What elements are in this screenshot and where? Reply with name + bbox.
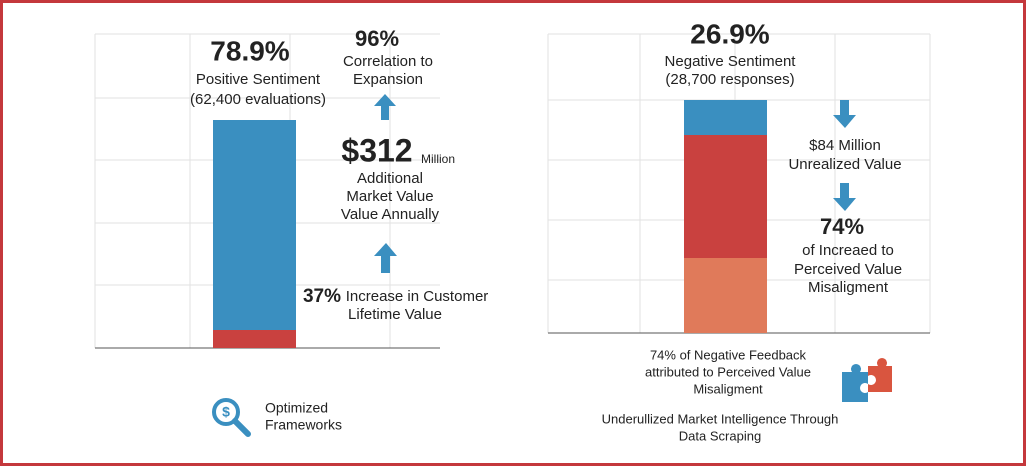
note-text: Misaligment (693, 381, 763, 396)
stat: 74% (820, 214, 864, 239)
stat-text: Additional (357, 170, 423, 187)
svg-text:$: $ (222, 404, 230, 420)
headline: 26.9% (690, 18, 769, 49)
arrow-up (374, 243, 397, 273)
caption: (62,400 evaluations) (190, 91, 326, 108)
note-text: 74% of Negative Feedback (650, 347, 807, 362)
footer-text: Optimized (265, 400, 328, 416)
stat: 37% (303, 286, 341, 307)
footer-text: Data Scraping (679, 428, 761, 443)
stat-text: Expansion (353, 71, 423, 88)
caption: (28,700 responses) (665, 71, 794, 88)
arrow-up (374, 94, 396, 120)
stat-text: Misaligment (808, 279, 889, 296)
stat-unit: Million (421, 152, 455, 166)
search-dollar-icon: $ (212, 398, 251, 437)
arrow-down (833, 100, 856, 128)
stat-text: Lifetime Value (348, 306, 442, 323)
caption: Negative Sentiment (665, 53, 797, 70)
headline: 78.9% (210, 35, 289, 66)
left-bar-blue (213, 120, 296, 330)
stat-text: of Increaed to (802, 242, 894, 259)
right-bar-red (684, 135, 767, 258)
note-text: attributed to Perceived Value (645, 364, 811, 379)
stat-text: Increase in Customer (346, 288, 489, 305)
stat-text: $84 Million (809, 137, 881, 154)
footer-text: Underullized Market Intelligence Through (602, 411, 839, 426)
stat: $312 (341, 132, 412, 168)
puzzle-icon (842, 357, 892, 402)
right-bar-orange (684, 258, 767, 333)
right-bar-blue (684, 100, 767, 135)
left-bar-red (213, 330, 296, 348)
arrow-down (833, 183, 856, 211)
caption: Positive Sentiment (196, 71, 321, 88)
stat-text: Unrealized Value (788, 156, 901, 173)
stat: 96% (355, 26, 399, 51)
footer-text: Frameworks (265, 417, 342, 433)
stat-text: Value Annually (341, 206, 440, 223)
stat-text: Perceived Value (794, 261, 902, 278)
stat-text: Market Value (346, 188, 433, 205)
stat-text: Correlation to (343, 53, 433, 70)
